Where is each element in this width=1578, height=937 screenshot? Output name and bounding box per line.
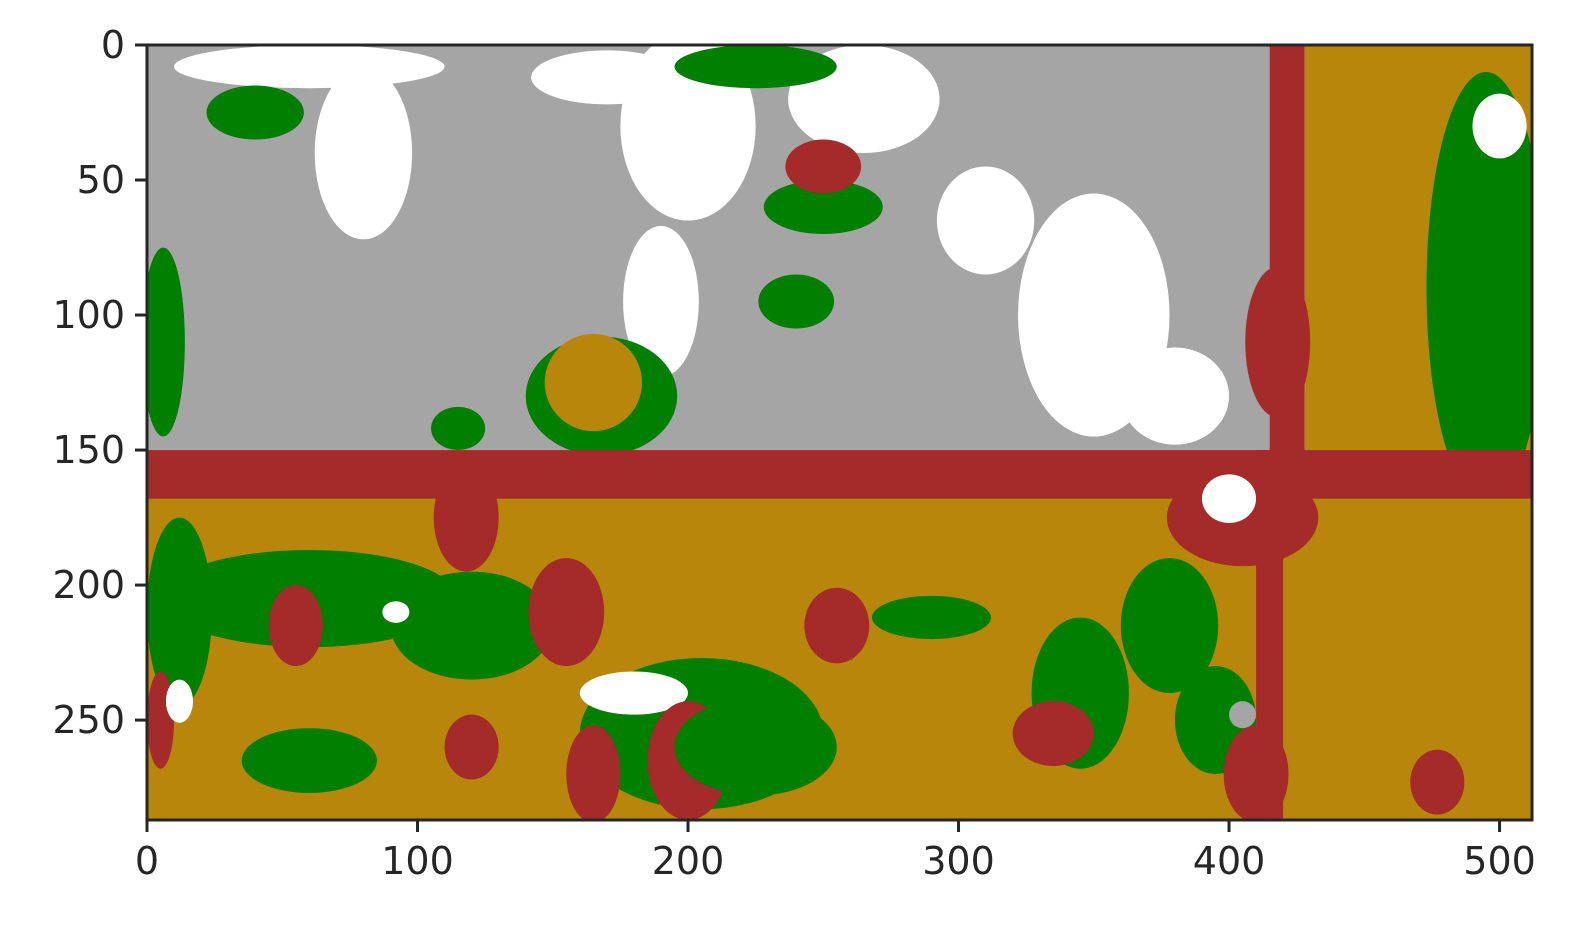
class-region-4 xyxy=(174,45,445,89)
class-region-38 xyxy=(579,671,689,715)
class-region-36 xyxy=(444,714,499,780)
class-region-12 xyxy=(1120,347,1230,445)
x-axis: 0 100 200 300 400 500 xyxy=(135,820,1536,883)
class-region-25 xyxy=(147,450,1532,499)
x-tick-label: 0 xyxy=(135,839,159,883)
y-tick-label: 100 xyxy=(52,293,125,337)
class-region-8 xyxy=(623,225,699,378)
x-tick-label: 500 xyxy=(1463,839,1536,883)
class-region-3 xyxy=(1426,72,1532,504)
class-region-40 xyxy=(566,725,621,820)
class-region-53 xyxy=(382,601,410,623)
class-region-43 xyxy=(871,595,991,640)
x-tick-label: 200 xyxy=(652,839,725,883)
class-region-17 xyxy=(674,45,837,89)
y-tick-label: 200 xyxy=(52,563,125,607)
plot-frame xyxy=(145,43,1534,822)
class-region-41 xyxy=(674,698,837,796)
x-tick-label: 400 xyxy=(1193,839,1266,883)
class-region-42 xyxy=(804,587,870,664)
class-region-49 xyxy=(1229,701,1257,729)
plot-area xyxy=(147,45,1532,820)
y-tick-label: 150 xyxy=(52,428,125,472)
class-region-30 xyxy=(147,517,212,707)
class-region-35 xyxy=(241,728,377,793)
class-region-13 xyxy=(1472,93,1527,159)
class-region-16 xyxy=(206,85,304,140)
class-region-33 xyxy=(433,463,499,572)
class-region-23 xyxy=(1245,266,1311,418)
class-region-45 xyxy=(1012,701,1094,766)
y-axis: 0 50 100 150 200 250 xyxy=(52,23,147,742)
x-tick-label: 100 xyxy=(381,839,454,883)
class-region-15 xyxy=(763,180,883,235)
x-tick-label: 300 xyxy=(922,839,995,883)
class-region-27 xyxy=(1201,474,1257,523)
class-region-19 xyxy=(431,406,486,451)
y-tick-label: 0 xyxy=(101,23,125,67)
class-region-52 xyxy=(165,679,193,723)
class-region-46 xyxy=(1120,558,1219,694)
class-region-10 xyxy=(936,166,1035,275)
class-region-32 xyxy=(390,571,553,680)
class-region-21 xyxy=(544,333,643,432)
class-region-5 xyxy=(314,66,413,240)
class-region-50 xyxy=(1410,749,1465,815)
y-tick-label: 50 xyxy=(77,158,125,202)
class-region-7 xyxy=(620,45,756,221)
class-region-22 xyxy=(785,139,862,194)
class-region-48 xyxy=(1223,725,1289,820)
class-region-34 xyxy=(528,558,605,667)
y-tick-label: 250 xyxy=(52,698,125,742)
class-region-31 xyxy=(268,585,323,667)
class-region-14 xyxy=(758,274,835,329)
class-region-18 xyxy=(147,247,185,437)
